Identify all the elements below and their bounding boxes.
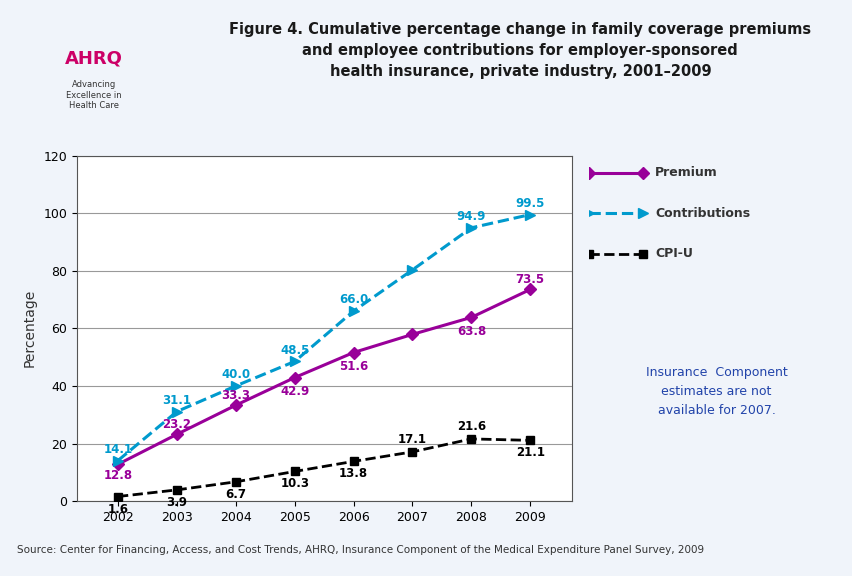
Text: 12.8: 12.8 bbox=[103, 469, 132, 482]
Text: 40.0: 40.0 bbox=[221, 368, 250, 381]
Text: 21.6: 21.6 bbox=[457, 420, 486, 433]
Text: 1.6: 1.6 bbox=[107, 502, 129, 516]
Text: 42.9: 42.9 bbox=[279, 385, 309, 398]
Text: 31.1: 31.1 bbox=[162, 394, 191, 407]
Text: 99.5: 99.5 bbox=[515, 197, 544, 210]
Text: 94.9: 94.9 bbox=[456, 210, 486, 223]
Y-axis label: Percentage: Percentage bbox=[22, 289, 36, 367]
Text: 51.6: 51.6 bbox=[338, 360, 368, 373]
Text: 73.5: 73.5 bbox=[515, 273, 544, 286]
Text: 13.8: 13.8 bbox=[338, 467, 368, 480]
Text: AHRQ: AHRQ bbox=[65, 50, 123, 68]
Text: 63.8: 63.8 bbox=[456, 325, 486, 338]
Text: Source: Center for Financing, Access, and Cost Trends, AHRQ, Insurance Component: Source: Center for Financing, Access, an… bbox=[17, 545, 703, 555]
Text: 17.1: 17.1 bbox=[398, 433, 427, 446]
Text: 48.5: 48.5 bbox=[279, 344, 309, 357]
Text: Insurance  Component
estimates are not
available for 2007.: Insurance Component estimates are not av… bbox=[645, 366, 786, 417]
Text: 33.3: 33.3 bbox=[221, 389, 250, 402]
Text: 21.1: 21.1 bbox=[515, 446, 544, 459]
Text: Advancing
Excellence in
Health Care: Advancing Excellence in Health Care bbox=[66, 80, 122, 110]
Text: Contributions: Contributions bbox=[654, 207, 750, 219]
Text: 23.2: 23.2 bbox=[162, 418, 191, 431]
Text: Premium: Premium bbox=[654, 166, 717, 179]
Text: 6.7: 6.7 bbox=[225, 488, 246, 501]
Text: CPI-U: CPI-U bbox=[654, 247, 693, 260]
Text: Figure 4. Cumulative percentage change in family coverage premiums
and employee : Figure 4. Cumulative percentage change i… bbox=[229, 22, 810, 78]
Text: 66.0: 66.0 bbox=[338, 293, 368, 306]
Text: 3.9: 3.9 bbox=[166, 496, 187, 509]
Text: 10.3: 10.3 bbox=[279, 478, 308, 490]
Text: 14.1: 14.1 bbox=[103, 443, 132, 456]
